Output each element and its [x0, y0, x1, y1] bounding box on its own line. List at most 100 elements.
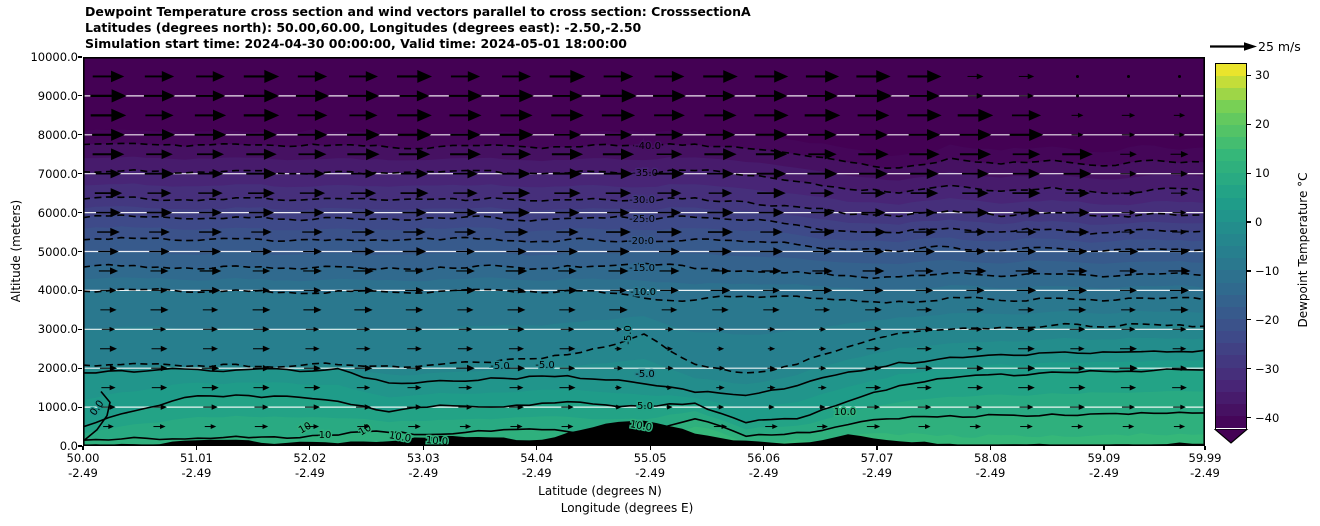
x-tick-mark: [989, 446, 992, 450]
plot-subtitle-coordinates: Latitudes (degrees north): 50.00,60.00, …: [85, 20, 642, 35]
x-tick-mark: [649, 446, 651, 450]
dewpoint-cross-section-plot: -40.0 -35.0 -30.0 -25.0 -20.0 -15.0 -10.0 -5.0 -…: [83, 57, 1205, 446]
x-tick-lon-label: -2.49: [294, 466, 325, 480]
x-tick-lat-label: 52.02: [293, 451, 327, 465]
x-tick-lon-label: -2.49: [1089, 466, 1119, 480]
x-tick-lon-label: -2.49: [635, 466, 666, 480]
contour-label: -30.0: [629, 195, 655, 206]
x-tick-lat-label: 53.03: [406, 451, 440, 465]
colorbar-tick-label: 10: [1255, 166, 1270, 181]
y-tick-label: 8000.0: [37, 127, 78, 142]
colorbar-band: [1216, 148, 1246, 162]
x-tick-lon-label: -2.49: [408, 466, 439, 480]
x-tick-lat-label: 54.04: [520, 451, 554, 465]
y-tick-label: 4000.0: [37, 283, 78, 298]
quiver-key-label: 25 m/s: [1258, 39, 1301, 54]
x-tick-lon-label: -2.49: [748, 466, 779, 480]
colorbar-tick-label: 30: [1255, 68, 1270, 83]
x-tick-lon-label: -2.49: [521, 466, 552, 480]
y-tick-label: 3000.0: [37, 322, 78, 337]
x-tick-lat-label: 57.07: [860, 451, 894, 465]
x-tick-mark: [1103, 446, 1105, 450]
x-tick-mark: [195, 446, 198, 450]
y-tick-mark: [78, 328, 82, 330]
contour-label: 10.0: [834, 407, 856, 418]
colorbar-tick-label: 0: [1255, 215, 1263, 230]
plot-subtitle-times: Simulation start time: 2024-04-30 00:00:…: [85, 36, 627, 51]
y-tick-label: 10000.0: [30, 50, 78, 64]
colorbar-tick-mark: [1247, 172, 1251, 174]
x-tick-lat-label: 56.06: [747, 451, 781, 465]
y-tick-mark: [78, 134, 82, 136]
x-tick-lon-label: -2.49: [181, 466, 212, 480]
contour-label: 10.0: [425, 435, 448, 446]
x-tick-lat-label: 55.05: [633, 451, 667, 465]
colorbar-band: [1216, 185, 1246, 198]
x-tick-lon-label: -2.49: [68, 466, 98, 480]
colorbar-band: [1216, 246, 1246, 259]
colorbar-tick-mark: [1247, 123, 1251, 125]
x-tick-mark: [763, 446, 765, 450]
y-tick-mark: [78, 367, 82, 369]
colorbar-band: [1216, 318, 1246, 332]
colorbar-band: [1216, 306, 1246, 319]
colorbar-band: [1216, 355, 1246, 368]
contour-label: -5.0: [490, 361, 510, 372]
y-tick-mark: [78, 250, 82, 253]
colorbar-tick-label: −30: [1255, 361, 1280, 376]
colorbar-label: Dewpoint Temperature °C: [1296, 172, 1310, 328]
contour-label: -5.0: [535, 360, 555, 371]
x-tick-mark: [876, 446, 878, 450]
colorbar-band: [1216, 282, 1246, 295]
contour-label: 5.0: [637, 401, 653, 412]
contour-label: -35.0: [632, 168, 658, 179]
colorbar-band: [1216, 112, 1246, 125]
x-tick-mark: [82, 446, 84, 450]
colorbar-band: [1216, 76, 1246, 89]
x-tick-lon-label: -2.49: [1190, 466, 1220, 480]
colorbar-tick-mark: [1247, 417, 1251, 419]
colorbar-band: [1216, 197, 1246, 210]
colorbar-band: [1216, 416, 1246, 429]
colorbar-tick-mark: [1247, 319, 1251, 321]
y-tick-label: 5000.0: [37, 244, 78, 259]
x-axis-label-longitude: Longitude (degrees E): [560, 501, 694, 515]
y-tick-label: 1000.0: [37, 400, 78, 415]
colorbar-tick-mark: [1247, 221, 1251, 223]
colorbar-band: [1216, 161, 1246, 174]
colorbar-gradient: [1215, 63, 1247, 430]
colorbar-band: [1216, 88, 1246, 101]
colorbar-band: [1216, 64, 1246, 77]
contour-label: 10: [319, 430, 332, 441]
y-tick-mark: [78, 406, 82, 408]
title-block: Dewpoint Temperature cross section and w…: [85, 4, 751, 52]
colorbar-band: [1216, 403, 1246, 417]
colorbar-band: [1216, 173, 1246, 186]
y-tick-mark: [78, 173, 82, 175]
x-axis-label-latitude: Latitude (degrees N): [538, 484, 662, 498]
quiver-key-arrow-icon: [1210, 42, 1257, 51]
colorbar-tick-mark: [1247, 74, 1251, 76]
colorbar-band: [1216, 221, 1246, 234]
x-tick-mark: [1204, 446, 1206, 450]
colorbar-tick-label: 20: [1255, 117, 1270, 132]
contour-label: -15.0: [629, 263, 655, 274]
colorbar-band: [1216, 379, 1246, 392]
contour-label: -25.0: [629, 214, 655, 225]
y-tick-label: 9000.0: [37, 88, 78, 103]
x-tick-lat-label: 59.09: [1087, 451, 1121, 465]
x-tick-lon-label: -2.49: [975, 466, 1006, 480]
contour-label: 10.0: [388, 430, 412, 445]
y-tick-mark: [78, 95, 82, 97]
colorbar-tick-label: −20: [1255, 312, 1280, 327]
x-tick-lat-label: 50.00: [66, 451, 100, 465]
x-tick-lat-label: 58.08: [974, 451, 1007, 465]
colorbar-band: [1216, 100, 1246, 113]
contour-label: -10.0: [630, 287, 656, 298]
colorbar-band: [1216, 136, 1246, 149]
colorbar-band: [1216, 367, 1246, 380]
colorbar-tick-mark: [1247, 270, 1251, 272]
colorbar-tick-label: −10: [1255, 263, 1280, 278]
colorbar-band: [1216, 258, 1246, 271]
